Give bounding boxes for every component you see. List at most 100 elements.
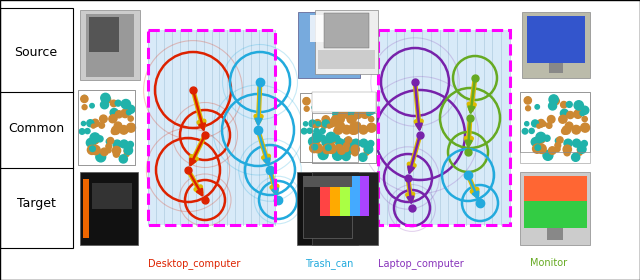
Circle shape	[580, 111, 585, 116]
Circle shape	[360, 139, 368, 147]
Circle shape	[536, 132, 546, 142]
Circle shape	[127, 105, 135, 113]
Circle shape	[112, 126, 120, 134]
Circle shape	[565, 122, 573, 130]
Circle shape	[349, 107, 358, 115]
Circle shape	[328, 144, 333, 149]
Circle shape	[332, 116, 339, 123]
Circle shape	[329, 137, 335, 143]
Circle shape	[561, 128, 568, 134]
Bar	[524, 176, 586, 201]
Circle shape	[580, 106, 589, 114]
Circle shape	[91, 145, 100, 155]
Circle shape	[343, 139, 351, 147]
Circle shape	[327, 124, 331, 128]
Circle shape	[581, 141, 588, 146]
Circle shape	[529, 128, 534, 134]
Circle shape	[321, 123, 327, 128]
Circle shape	[128, 116, 133, 121]
Bar	[300, 93, 358, 162]
Circle shape	[323, 102, 331, 111]
Circle shape	[367, 123, 376, 132]
Circle shape	[367, 106, 375, 114]
Circle shape	[344, 143, 349, 148]
Text: Source: Source	[15, 45, 58, 59]
Circle shape	[337, 146, 342, 151]
Circle shape	[82, 105, 87, 110]
Circle shape	[310, 144, 319, 153]
Bar	[312, 172, 378, 245]
Circle shape	[125, 143, 132, 150]
Bar	[547, 228, 563, 240]
Circle shape	[99, 123, 104, 128]
Circle shape	[537, 124, 541, 128]
Circle shape	[338, 102, 344, 108]
Circle shape	[323, 144, 332, 153]
Circle shape	[338, 95, 348, 104]
Circle shape	[543, 150, 553, 160]
Circle shape	[92, 119, 99, 127]
Circle shape	[538, 122, 543, 127]
Bar	[312, 92, 376, 163]
Circle shape	[323, 146, 330, 154]
Circle shape	[319, 135, 325, 141]
Bar	[148, 30, 275, 225]
Bar	[83, 179, 89, 238]
Bar	[527, 16, 584, 64]
Circle shape	[535, 145, 541, 150]
Bar	[522, 12, 590, 78]
Text: Trash_can: Trash_can	[305, 258, 353, 269]
Text: Monitor: Monitor	[530, 258, 567, 268]
Text: Laptop_computer: Laptop_computer	[378, 258, 464, 269]
Bar	[520, 172, 590, 245]
Circle shape	[548, 102, 557, 110]
Circle shape	[532, 138, 541, 146]
Circle shape	[368, 141, 374, 146]
Circle shape	[79, 129, 85, 134]
Circle shape	[312, 144, 317, 150]
Circle shape	[326, 132, 336, 142]
Bar	[80, 10, 140, 80]
Bar	[300, 93, 358, 162]
Text: Common: Common	[8, 122, 64, 134]
Bar	[89, 17, 119, 52]
Circle shape	[100, 101, 109, 109]
Circle shape	[349, 128, 356, 134]
Circle shape	[124, 146, 132, 155]
Circle shape	[542, 122, 546, 126]
Circle shape	[307, 128, 312, 133]
Circle shape	[364, 146, 371, 153]
Bar	[86, 13, 134, 76]
Bar	[312, 113, 376, 163]
Circle shape	[92, 124, 95, 128]
Circle shape	[327, 144, 337, 153]
Circle shape	[537, 144, 546, 153]
Circle shape	[349, 109, 356, 117]
Circle shape	[344, 138, 350, 144]
Bar	[303, 176, 352, 238]
Circle shape	[90, 146, 95, 151]
Circle shape	[315, 144, 320, 148]
Circle shape	[113, 151, 120, 157]
Circle shape	[323, 138, 332, 146]
Circle shape	[337, 116, 344, 123]
Circle shape	[303, 98, 310, 105]
Bar	[520, 92, 590, 163]
Circle shape	[525, 122, 529, 126]
Circle shape	[317, 97, 321, 101]
Circle shape	[367, 111, 372, 116]
Circle shape	[580, 123, 589, 132]
Circle shape	[322, 137, 331, 146]
Circle shape	[328, 137, 335, 143]
Circle shape	[364, 150, 369, 155]
Circle shape	[369, 116, 374, 122]
Circle shape	[359, 125, 368, 134]
Circle shape	[336, 123, 341, 128]
Circle shape	[312, 105, 317, 110]
Circle shape	[111, 100, 117, 107]
Bar	[78, 90, 135, 165]
Circle shape	[338, 102, 346, 110]
Circle shape	[122, 128, 127, 133]
Circle shape	[342, 125, 351, 134]
Circle shape	[121, 99, 131, 109]
